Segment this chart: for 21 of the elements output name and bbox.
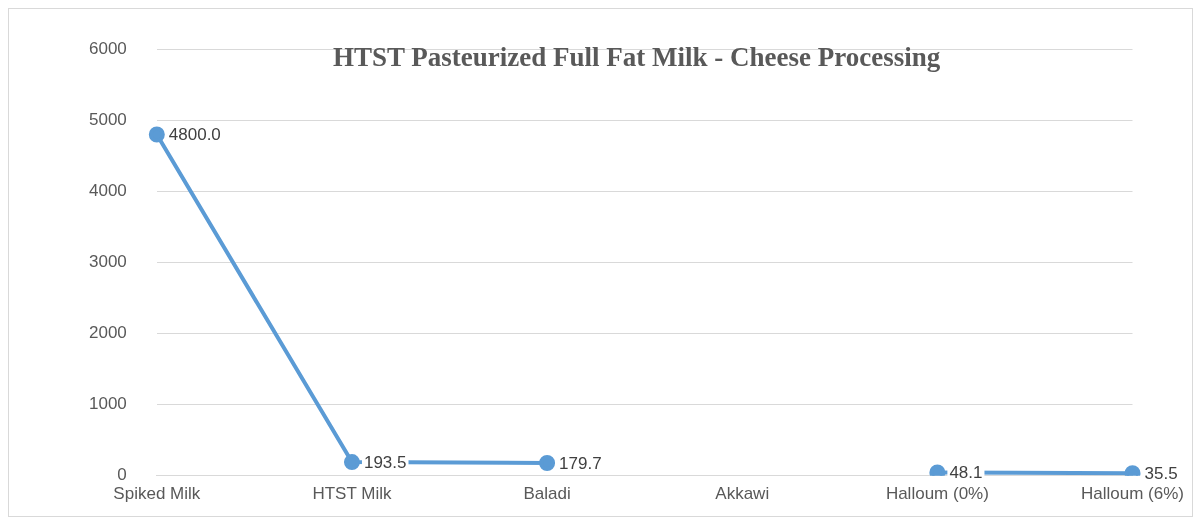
x-tick-label: Spiked Milk (113, 483, 201, 503)
point (148, 126, 165, 143)
y-tick-label: 5000 (88, 109, 127, 129)
y-tick-label: 1000 (88, 394, 127, 414)
y-tick-label: 0 (117, 465, 127, 485)
y-tick-label: 6000 (88, 38, 127, 58)
x-tick-label: Akkawi (715, 483, 770, 503)
x-tick-label: Halloum (0%) (885, 483, 989, 503)
point (929, 464, 946, 476)
x-tick-label: Halloum (6%) (1081, 483, 1185, 503)
chart-title: HTST Pasteurized Full Fat Milk - Cheese Processing (333, 42, 941, 73)
x-tick-label: HTST Milk (312, 483, 392, 503)
data-label: 193.5 (363, 452, 407, 472)
data-label: 179.7 (559, 453, 602, 473)
data-label: 48.1 (949, 463, 983, 483)
x-tick-label: Baladi (523, 483, 571, 503)
data-label: 35.5 (1144, 463, 1178, 483)
y-tick-label: 4000 (88, 181, 127, 201)
y-tick-label: 2000 (88, 323, 127, 343)
data-label: 4800.0 (168, 125, 221, 145)
y-tick-label: 3000 (88, 252, 127, 272)
